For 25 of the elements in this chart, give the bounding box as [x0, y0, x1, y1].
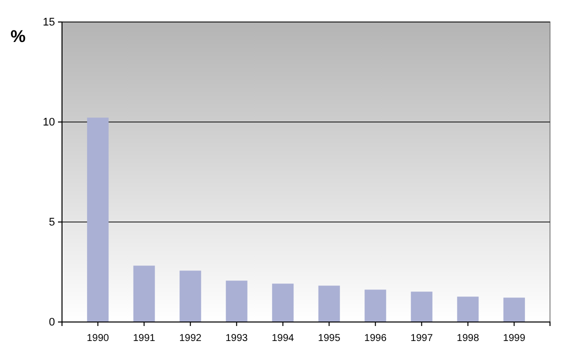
- bar: [133, 266, 155, 322]
- bar: [364, 290, 386, 322]
- x-tick-label: 1999: [503, 333, 526, 344]
- x-tick-label: 1990: [86, 333, 110, 344]
- x-tick-label: 1997: [410, 333, 434, 344]
- y-tick-label: 5: [48, 216, 55, 229]
- y-tick-label: 10: [42, 116, 55, 129]
- x-tick-label: 1998: [456, 333, 480, 344]
- bar: [410, 292, 432, 322]
- x-tick-label: 1993: [225, 333, 248, 344]
- bar: [318, 286, 340, 322]
- y-axis-title: %: [10, 27, 26, 46]
- y-tick-label: 15: [42, 16, 55, 29]
- bar: [503, 298, 525, 322]
- bar: [457, 296, 479, 322]
- y-tick-label: 0: [48, 316, 55, 329]
- x-tick-label: 1991: [132, 333, 156, 344]
- x-tick-label: 1992: [179, 333, 202, 344]
- x-tick-label: 1994: [272, 333, 294, 344]
- bar: [87, 118, 109, 322]
- x-tick-label: 1996: [364, 333, 387, 344]
- bar: [226, 280, 248, 322]
- bar: [272, 284, 294, 322]
- bar: [180, 270, 202, 322]
- x-tick-label: 1995: [318, 333, 341, 344]
